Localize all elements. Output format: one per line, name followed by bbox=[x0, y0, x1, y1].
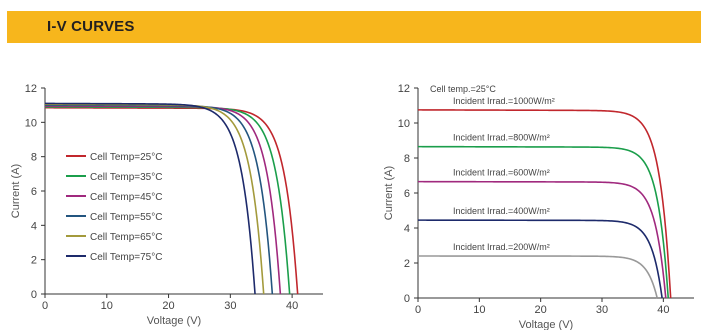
y-tick-label: 0 bbox=[404, 293, 410, 305]
series-line-3 bbox=[45, 105, 282, 295]
y-tick-label: 8 bbox=[31, 152, 37, 164]
y-tick-label: 6 bbox=[404, 188, 410, 200]
x-tick-label: 10 bbox=[101, 300, 113, 312]
series-line-4 bbox=[418, 219, 663, 299]
section-header: I-V CURVES bbox=[7, 11, 701, 43]
x-tick-label: 40 bbox=[286, 300, 298, 312]
series-line-5 bbox=[418, 255, 658, 299]
series-line-3 bbox=[418, 180, 667, 299]
section-title: I-V CURVES bbox=[47, 18, 135, 35]
series-label-4: Incident Irrad.=400W/m² bbox=[453, 206, 550, 216]
x-tick-label: 0 bbox=[415, 304, 421, 316]
x-tick-label: 10 bbox=[473, 304, 485, 316]
y-axis-label: Current (A) bbox=[383, 166, 395, 220]
y-tick-label: 4 bbox=[404, 223, 410, 235]
y-tick-label: 2 bbox=[404, 258, 410, 270]
y-tick-label: 10 bbox=[398, 118, 410, 130]
x-tick-label: 40 bbox=[657, 304, 669, 316]
y-tick-label: 2 bbox=[31, 255, 37, 267]
y-tick-label: 6 bbox=[31, 186, 37, 198]
y-tick-label: 0 bbox=[31, 289, 37, 301]
series-line-1 bbox=[418, 109, 672, 299]
series-line-1 bbox=[44, 106, 299, 295]
y-tick-label: 10 bbox=[25, 117, 37, 129]
legend-label-5: Cell Temp=65°C bbox=[90, 232, 162, 243]
chart-annotation: Cell temp.=25°C bbox=[430, 84, 496, 94]
series-line-6 bbox=[45, 102, 256, 295]
y-axis-label: Current (A) bbox=[10, 164, 22, 218]
x-tick-label: 0 bbox=[42, 300, 48, 312]
x-tick-label: 30 bbox=[596, 304, 608, 316]
x-axis-label: Voltage (V) bbox=[519, 319, 573, 330]
series-label-5: Incident Irrad.=200W/m² bbox=[453, 242, 550, 252]
legend-label-4: Cell Temp=55°C bbox=[90, 212, 162, 223]
legend-label-1: Cell Temp=25°C bbox=[90, 152, 162, 163]
series-label-3: Incident Irrad.=600W/m² bbox=[453, 168, 550, 178]
x-tick-label: 30 bbox=[224, 300, 236, 312]
series-line-2 bbox=[44, 106, 291, 295]
series-line-2 bbox=[418, 145, 670, 299]
legend-label-3: Cell Temp=45°C bbox=[90, 192, 162, 203]
x-axis-label: Voltage (V) bbox=[147, 315, 201, 327]
legend-label-6: Cell Temp=75°C bbox=[90, 252, 162, 263]
series-line-4 bbox=[45, 104, 274, 295]
y-tick-label: 4 bbox=[31, 220, 37, 232]
x-tick-label: 20 bbox=[535, 304, 547, 316]
y-tick-label: 12 bbox=[398, 83, 410, 95]
legend-label-2: Cell Temp=35°C bbox=[90, 172, 162, 183]
series-label-2: Incident Irrad.=800W/m² bbox=[453, 133, 550, 143]
series-label-1: Incident Irrad.=1000W/m² bbox=[453, 96, 555, 106]
y-tick-label: 12 bbox=[25, 83, 37, 95]
x-tick-label: 20 bbox=[162, 300, 174, 312]
y-tick-label: 8 bbox=[404, 153, 410, 165]
